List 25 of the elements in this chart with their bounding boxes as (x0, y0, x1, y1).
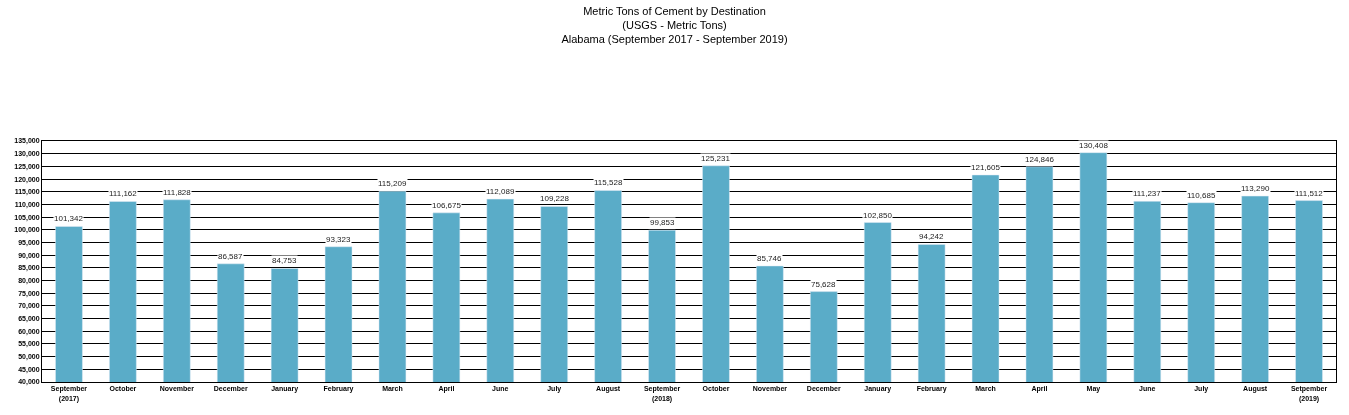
data-label: 111,162 (109, 189, 138, 198)
data-label: 115,209 (378, 179, 407, 188)
data-label: 101,342 (54, 214, 84, 223)
data-label: 86,587 (218, 252, 244, 261)
data-label: 93,323 (326, 235, 352, 244)
data-label: 115,528 (594, 178, 623, 187)
data-label: 130,408 (1079, 141, 1109, 150)
data-label: 75,628 (811, 280, 837, 289)
chart-title: Metric Tons of Cement by Destination (USGS - Metric Tons) Alabama (September 2017 - September 2019) (561, 4, 788, 46)
data-label: 99,853 (650, 218, 676, 227)
data-label: 121,605 (971, 163, 1001, 172)
data-label: 111,828 (163, 188, 192, 197)
data-label: 125,231 (701, 154, 731, 163)
data-label: 110,685 (1187, 191, 1216, 200)
data-label: 112,089 (486, 187, 515, 196)
data-label: 109,228 (540, 194, 570, 203)
data-label: 124,846 (1025, 155, 1055, 164)
data-label: 113,290 (1241, 184, 1270, 193)
data-label: 106,675 (432, 201, 462, 210)
data-label: 84,753 (272, 256, 298, 265)
data-label: 111,512 (1295, 189, 1324, 198)
data-label: 85,746 (757, 254, 783, 263)
data-label: 111,237 (1133, 189, 1162, 198)
data-label: 94,242 (919, 232, 945, 241)
data-label: 102,850 (863, 211, 893, 220)
